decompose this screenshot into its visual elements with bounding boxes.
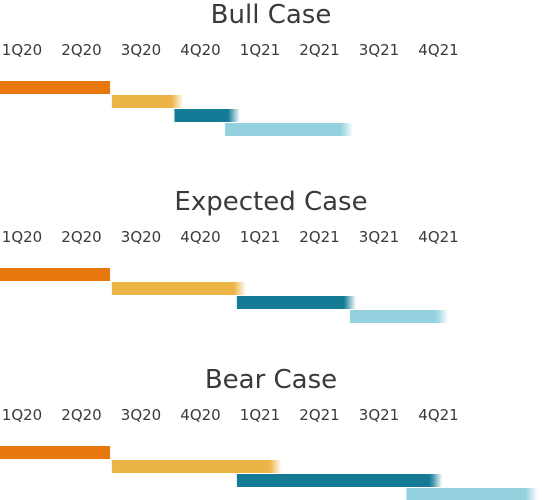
tick-label: 4Q20 [180, 228, 220, 246]
phase-bar [235, 474, 443, 487]
tick-label: 1Q20 [2, 228, 42, 246]
tick-label: 1Q20 [2, 41, 42, 59]
tick-label: 2Q21 [299, 406, 339, 424]
tick-label: 2Q21 [299, 228, 339, 246]
tick-label: 4Q20 [180, 406, 220, 424]
tick-label: 4Q20 [180, 41, 220, 59]
tick-label: 2Q20 [61, 406, 101, 424]
tick-label: 3Q21 [359, 406, 399, 424]
chart-panel: Expected Case 1Q20 2Q20 3Q20 4Q20 1Q21 2Q21 3Q2… [0, 187, 459, 323]
tick-label: 2Q20 [61, 228, 101, 246]
phase-bar [348, 310, 449, 323]
phase-bar [0, 81, 111, 94]
phase-bar [110, 282, 246, 295]
tick-label: 4Q21 [418, 406, 458, 424]
phase-bar [404, 488, 538, 500]
chart-title: Expected Case [174, 187, 367, 217]
tick-label: 3Q21 [359, 228, 399, 246]
chart-panel: Bull Case 1Q20 2Q20 3Q20 4Q20 1Q21 2Q21 3Q21 4Q2… [0, 0, 459, 136]
phase-bar [0, 446, 111, 459]
phase-bar [0, 268, 111, 281]
phase-bar [235, 296, 357, 309]
tick-label: 2Q20 [61, 41, 101, 59]
phase-bar [110, 95, 184, 108]
tick-label: 3Q20 [121, 406, 161, 424]
tick-label: 3Q21 [359, 41, 399, 59]
tick-label: 4Q21 [418, 228, 458, 246]
tick-label: 1Q20 [2, 406, 42, 424]
phase-bar [172, 109, 240, 122]
tick-label: 1Q21 [240, 406, 280, 424]
tick-label: 1Q21 [240, 41, 280, 59]
tick-label: 4Q21 [418, 41, 458, 59]
tick-label: 2Q21 [299, 41, 339, 59]
tick-label: 3Q20 [121, 41, 161, 59]
phase-bar [223, 123, 354, 136]
tick-label: 3Q20 [121, 228, 161, 246]
phase-bar [110, 460, 282, 473]
chart-title: Bull Case [211, 0, 332, 30]
chart-panel: Bear Case 1Q20 2Q20 3Q20 4Q20 1Q21 2Q21 3Q21 4Q2… [0, 365, 538, 500]
chart-title: Bear Case [205, 365, 337, 395]
tick-label: 1Q21 [240, 228, 280, 246]
